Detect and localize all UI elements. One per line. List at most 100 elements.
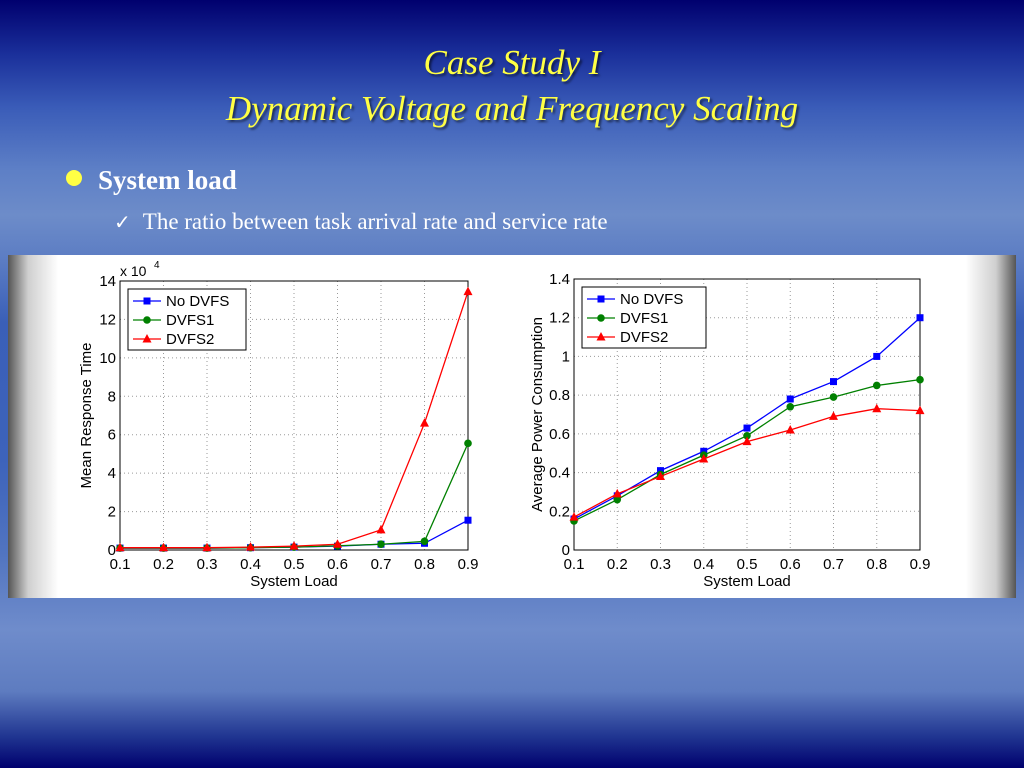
x-tick-label: 0.9 bbox=[910, 556, 931, 573]
x-axis-label: System Load bbox=[250, 573, 338, 590]
data-point bbox=[700, 447, 708, 455]
x-tick-label: 0.1 bbox=[110, 556, 131, 573]
data-point bbox=[829, 411, 838, 420]
data-point bbox=[464, 516, 472, 524]
data-point bbox=[597, 295, 605, 303]
data-point bbox=[916, 314, 924, 322]
y-axis-label: Mean Response Time bbox=[78, 343, 95, 489]
chart-response-time: 0.1 0.2 0.3 0.4 0.5 0.6 0.7 0.8 0.9 0 2 4 6 8 10 12 14 Sy… bbox=[78, 260, 479, 590]
y-tick-label: 12 bbox=[99, 311, 116, 328]
y-exponent-power: 4 bbox=[154, 260, 160, 271]
x-tick-label: 0.3 bbox=[197, 556, 218, 573]
legend-label: DVFS2 bbox=[620, 329, 668, 346]
data-point bbox=[916, 375, 924, 384]
data-point bbox=[143, 297, 151, 305]
data-point bbox=[699, 454, 709, 463]
data-point bbox=[597, 314, 605, 322]
y-tick-label: 0 bbox=[108, 542, 116, 559]
data-point bbox=[656, 471, 665, 480]
data-point bbox=[872, 381, 881, 390]
x-tick-label: 0.4 bbox=[240, 556, 261, 573]
y-tick-label: 0.8 bbox=[549, 387, 570, 404]
y-exponent-label: x 10 bbox=[120, 263, 147, 279]
chart-power-consumption: 0.1 0.2 0.3 0.4 0.5 0.6 0.7 0.8 0.9 0 0.2 0.4 0.6 0.8… bbox=[529, 271, 931, 590]
data-point bbox=[202, 542, 212, 552]
bullet-text: System load bbox=[98, 165, 237, 195]
data-point bbox=[786, 395, 794, 403]
subbullet-item: ✓ The ratio between task arrival rate and… bbox=[114, 207, 608, 237]
data-point bbox=[657, 467, 664, 475]
x-tick-label: 0.5 bbox=[284, 556, 305, 573]
data-point bbox=[420, 418, 429, 427]
x-tick-label: 0.2 bbox=[607, 556, 628, 573]
bullet-dot-icon bbox=[66, 170, 82, 186]
data-point bbox=[463, 286, 473, 296]
data-point bbox=[785, 424, 795, 434]
data-point bbox=[613, 495, 622, 504]
x-tick-label: 0.5 bbox=[737, 556, 758, 573]
x-tick-label: 0.9 bbox=[458, 556, 479, 573]
data-point bbox=[872, 403, 882, 413]
legend-label: DVFS1 bbox=[166, 312, 214, 329]
data-point bbox=[569, 512, 579, 521]
bullet-item: System load bbox=[66, 163, 237, 197]
x-tick-label: 0.6 bbox=[327, 556, 348, 573]
y-tick-label: 0 bbox=[562, 542, 570, 559]
data-point bbox=[464, 439, 472, 448]
x-tick-label: 0.8 bbox=[414, 556, 435, 573]
data-point bbox=[115, 542, 125, 552]
slide-title-line1: Case Study I bbox=[423, 43, 601, 82]
data-point bbox=[915, 405, 925, 415]
x-tick-label: 0.3 bbox=[650, 556, 671, 573]
x-tick-label: 0.1 bbox=[564, 556, 585, 573]
data-point bbox=[743, 424, 751, 432]
y-tick-label: 1.4 bbox=[549, 271, 570, 288]
y-axis-label: Average Power Consumption bbox=[529, 317, 546, 512]
subbullet-text: The ratio between task arrival rate and … bbox=[142, 209, 608, 234]
y-tick-label: 8 bbox=[108, 388, 116, 405]
data-point bbox=[596, 332, 606, 341]
data-point bbox=[612, 488, 622, 498]
x-tick-label: 0.4 bbox=[693, 556, 714, 573]
x-tick-label: 0.8 bbox=[866, 556, 887, 573]
data-point bbox=[830, 378, 837, 386]
data-point bbox=[743, 431, 751, 440]
plot-border bbox=[573, 278, 921, 551]
y-tick-label: 0.4 bbox=[549, 465, 570, 482]
y-tick-label: 1.2 bbox=[549, 310, 570, 327]
data-point bbox=[377, 540, 385, 549]
data-point bbox=[142, 334, 152, 343]
data-point bbox=[143, 316, 151, 324]
y-tick-label: 0.6 bbox=[549, 426, 570, 443]
checkmark-icon: ✓ bbox=[114, 210, 131, 234]
series-dvfs2 bbox=[569, 403, 925, 521]
data-point bbox=[742, 436, 752, 446]
legend-label: No DVFS bbox=[166, 293, 229, 310]
y-tick-label: 10 bbox=[99, 350, 116, 367]
x-tick-label: 0.6 bbox=[780, 556, 801, 573]
x-tick-label: 0.7 bbox=[371, 556, 392, 573]
x-tick-label: 0.7 bbox=[823, 556, 844, 573]
y-tick-label: 6 bbox=[108, 427, 116, 444]
series-dvfs2 bbox=[115, 286, 473, 552]
x-tick-label: 0.2 bbox=[153, 556, 174, 573]
y-tick-label: 0.2 bbox=[549, 503, 570, 520]
data-point bbox=[829, 393, 838, 401]
data-point bbox=[873, 352, 881, 360]
data-point bbox=[420, 537, 429, 546]
slide-title-line2: Dynamic Voltage and Frequency Scaling bbox=[225, 89, 799, 128]
y-tick-label: 2 bbox=[108, 504, 116, 521]
y-tick-label: 14 bbox=[99, 273, 116, 290]
data-point bbox=[289, 541, 299, 550]
figure-panel: 0.1 0.2 0.3 0.4 0.5 0.6 0.7 0.8 0.9 0 2 4 6 8 10 12 14 Sy… bbox=[8, 255, 1016, 598]
legend-label: DVFS1 bbox=[620, 310, 668, 327]
data-point bbox=[786, 402, 795, 411]
y-tick-label: 4 bbox=[108, 465, 116, 482]
data-point bbox=[333, 539, 342, 548]
y-tick-label: 1 bbox=[562, 348, 570, 365]
data-point bbox=[246, 542, 255, 551]
data-point bbox=[159, 542, 168, 552]
data-point bbox=[376, 524, 386, 534]
x-axis-label: System Load bbox=[703, 573, 791, 590]
legend-label: DVFS2 bbox=[166, 331, 214, 348]
